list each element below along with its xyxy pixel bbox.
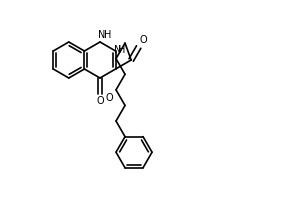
Text: H: H [104,30,112,40]
Text: O: O [105,93,113,103]
Text: N: N [114,45,121,55]
Text: O: O [96,96,104,106]
Text: N: N [98,30,106,40]
Text: H: H [118,45,125,55]
Text: O: O [140,35,147,45]
